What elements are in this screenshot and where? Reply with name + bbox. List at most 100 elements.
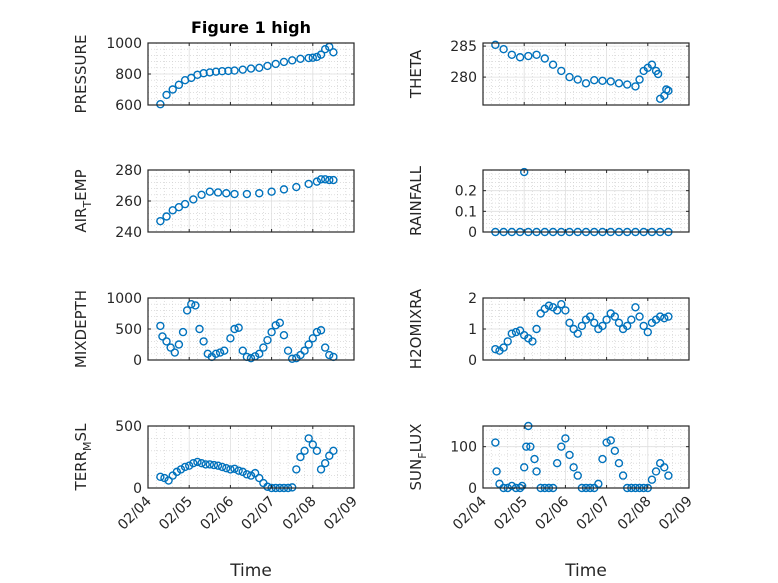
data-point	[569, 463, 578, 472]
data-point	[288, 56, 297, 65]
data-point	[623, 321, 632, 331]
data-point	[631, 82, 640, 91]
data-point	[651, 467, 661, 476]
axes-box	[482, 425, 690, 489]
data-point	[230, 324, 239, 334]
data-point	[565, 450, 574, 460]
data-point	[552, 459, 562, 468]
axes-box	[147, 425, 355, 489]
data-point	[610, 446, 620, 455]
data-point	[491, 438, 500, 447]
data-point	[522, 442, 531, 451]
data-point	[238, 65, 247, 74]
y-axis-label: TERRMSL	[72, 423, 94, 492]
data-point	[209, 460, 219, 470]
data-point	[316, 465, 326, 474]
data-point	[511, 327, 521, 337]
data-point	[573, 75, 582, 84]
y-axis-label-tail: LUX	[407, 424, 425, 453]
data-point	[552, 306, 562, 315]
data-point	[156, 472, 165, 482]
data-point	[255, 473, 264, 483]
data-point	[162, 90, 171, 100]
y-axis-label: AIRTEMP	[72, 169, 94, 232]
data-point	[594, 479, 603, 489]
data-point	[664, 86, 673, 95]
data-point	[255, 349, 264, 358]
data-point	[499, 45, 508, 54]
y-axis-label-tail: EMP	[72, 169, 90, 200]
data-point	[288, 483, 297, 492]
data-point	[524, 51, 533, 61]
data-point	[536, 309, 545, 318]
data-point	[292, 182, 301, 192]
data-point	[246, 64, 256, 73]
data-point	[259, 343, 268, 352]
y-axis-label-main: H2OMIXRA	[407, 288, 425, 369]
data-point	[180, 199, 190, 209]
data-point	[325, 451, 334, 460]
data-point	[544, 301, 554, 310]
data-point	[217, 462, 227, 472]
data-point	[581, 79, 591, 88]
data-point	[205, 68, 215, 77]
data-point	[308, 440, 317, 449]
data-point	[312, 446, 322, 455]
data-point	[312, 327, 322, 337]
y-tick-label: 0	[468, 225, 477, 241]
data-point	[199, 337, 208, 346]
data-point	[255, 63, 264, 73]
y-tick-label: 280	[115, 163, 142, 179]
y-axis-label: PRESSURE	[72, 35, 90, 114]
data-point	[660, 463, 669, 472]
data-point	[178, 327, 188, 337]
data-point	[602, 315, 611, 324]
y-tick-label: 800	[115, 67, 142, 83]
data-point	[160, 473, 169, 483]
data-point	[515, 53, 525, 62]
y-tick-label: 0	[468, 481, 477, 497]
data-point	[548, 60, 558, 69]
data-point	[158, 332, 167, 341]
data-point	[213, 188, 223, 197]
data-point	[618, 471, 628, 480]
data-point	[515, 326, 525, 335]
data-point	[156, 321, 165, 331]
y-axis-label-subscript: F	[416, 452, 429, 458]
x-axis-label: Time	[229, 561, 272, 581]
data-point	[230, 66, 239, 75]
data-point	[168, 85, 177, 94]
data-point	[565, 318, 574, 327]
data-point	[517, 481, 527, 491]
data-point	[304, 179, 313, 189]
subplot-theta: 280 285 THETA	[407, 39, 690, 106]
data-point	[320, 459, 330, 468]
data-point	[199, 69, 208, 78]
data-point	[664, 471, 673, 480]
y-axis-label-main: MIXDEPTH	[72, 290, 90, 368]
data-point	[585, 312, 595, 321]
data-point	[304, 340, 313, 349]
data-point	[224, 66, 233, 76]
data-point	[507, 481, 517, 491]
subplot-airtemp: 240 260 280 AIRTEMP	[72, 163, 355, 241]
data-point	[174, 80, 184, 90]
data-point	[530, 454, 539, 464]
data-point	[598, 454, 607, 464]
data-point	[653, 69, 663, 79]
data-point	[300, 346, 309, 355]
data-point	[279, 185, 289, 194]
data-point	[211, 349, 221, 358]
data-point	[205, 187, 215, 196]
data-point	[631, 303, 640, 312]
data-point	[573, 471, 582, 480]
data-point	[639, 321, 648, 331]
data-point	[329, 175, 338, 185]
data-point	[507, 329, 517, 338]
data-point	[590, 318, 599, 327]
data-point	[226, 334, 235, 343]
data-point	[614, 459, 624, 468]
data-point	[316, 175, 326, 184]
data-point	[491, 344, 500, 354]
